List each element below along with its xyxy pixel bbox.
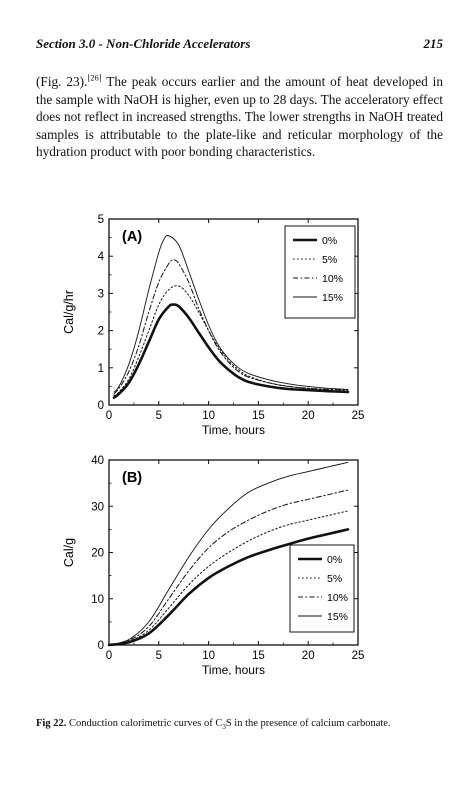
chart-b: 0 5 10 15 20 25 0 10 20 30 40 Time, hours Cal/g (B) 0%… bbox=[62, 455, 364, 677]
y-tick-label: 0 bbox=[98, 400, 104, 412]
x-tick-label: 10 bbox=[202, 410, 215, 422]
body-paragraph: (Fig. 23).[26] The peak occurs earlier a… bbox=[36, 73, 443, 161]
x-tick-label: 15 bbox=[252, 410, 265, 422]
legend-label: 15% bbox=[322, 292, 343, 304]
caption-label: Fig 22. bbox=[36, 718, 67, 729]
series-line-0pct bbox=[112, 303, 350, 399]
paragraph-text: The peak occurs earlier and the amount o… bbox=[36, 74, 443, 160]
y-tick-label: 0 bbox=[98, 640, 104, 652]
series-line-10pct bbox=[113, 259, 349, 395]
y-tick-label: 2 bbox=[98, 326, 104, 338]
section-title: Section 3.0 - Non-Chloride Accelerators bbox=[36, 36, 251, 51]
caption-subscript: 3 bbox=[222, 723, 226, 732]
figure-caption: Fig 22. Conduction calorimetric curves o… bbox=[36, 718, 456, 731]
x-axis-label: Time, hours bbox=[202, 423, 265, 437]
x-tick-label: 25 bbox=[352, 650, 365, 662]
legend-label: 10% bbox=[322, 273, 343, 285]
x-tick-label: 5 bbox=[156, 410, 162, 422]
panel-label: (B) bbox=[122, 470, 142, 486]
chart-a: 0 5 10 15 20 25 0 1 2 3 4 5 Time, hours Cal/g/hr (A) 0%… bbox=[62, 214, 364, 437]
legend-label: 10% bbox=[327, 592, 348, 604]
page-header: Section 3.0 - Non-Chloride Accelerators … bbox=[36, 36, 443, 56]
x-tick-label: 10 bbox=[202, 650, 215, 662]
legend-box bbox=[284, 225, 356, 319]
series-line-10pct bbox=[108, 489, 349, 646]
y-tick-label: 20 bbox=[91, 548, 104, 560]
x-tick-label: 20 bbox=[302, 650, 315, 662]
paragraph-prefix: (Fig. 23). bbox=[36, 74, 88, 89]
reference-marker: [26] bbox=[87, 72, 102, 83]
legend-label: 15% bbox=[327, 611, 348, 623]
y-tick-label: 4 bbox=[98, 251, 105, 263]
legend-label: 5% bbox=[327, 573, 342, 585]
y-tick-label: 1 bbox=[98, 363, 104, 375]
y-tick-label: 3 bbox=[98, 288, 104, 300]
x-tick-label: 15 bbox=[252, 650, 265, 662]
x-tick-label: 25 bbox=[352, 410, 365, 422]
legend-label: 0% bbox=[322, 235, 337, 247]
caption-text-2: S in the presence of calcium carbonate. bbox=[225, 718, 391, 729]
panel-label: (A) bbox=[122, 229, 142, 245]
series-line-15pct bbox=[113, 235, 349, 393]
caption-text-1: Conduction calorimetric curves of C bbox=[66, 718, 223, 729]
series-line-5pct bbox=[108, 510, 349, 646]
y-tick-label: 10 bbox=[91, 594, 104, 606]
y-tick-label: 5 bbox=[98, 214, 104, 226]
x-tick-label: 20 bbox=[302, 410, 315, 422]
y-axis-label: Cal/g bbox=[62, 538, 76, 567]
x-tick-label: 0 bbox=[106, 650, 112, 662]
x-axis-label: Time, hours bbox=[202, 663, 265, 677]
legend-label: 0% bbox=[327, 554, 342, 566]
legend-label: 5% bbox=[322, 254, 337, 266]
y-tick-label: 30 bbox=[91, 501, 104, 513]
y-tick-label: 40 bbox=[91, 455, 104, 467]
x-tick-label: 5 bbox=[156, 650, 162, 662]
y-axis-label: Cal/g/hr bbox=[62, 290, 76, 334]
series-line-5pct bbox=[113, 285, 349, 397]
series-line-15pct bbox=[108, 461, 349, 646]
x-tick-label: 0 bbox=[106, 410, 112, 422]
series-line-0pct bbox=[107, 528, 350, 647]
page-number: 215 bbox=[423, 36, 444, 51]
